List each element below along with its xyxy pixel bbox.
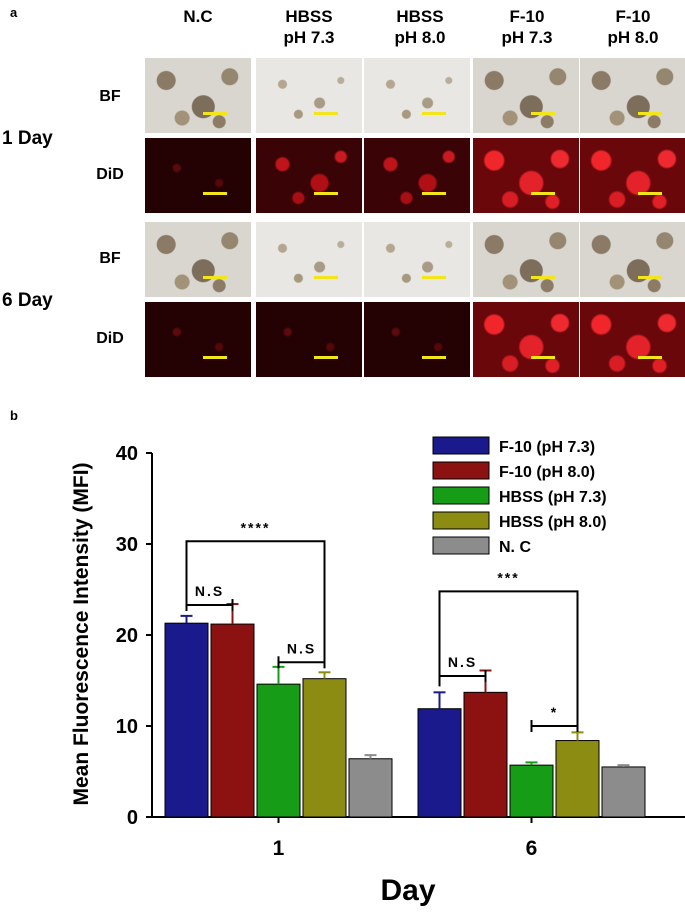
bar [256, 683, 301, 818]
y-axis-label: Mean Fluorescence Intensity (MFI) [70, 462, 93, 805]
panel-b-letter: b [10, 408, 18, 423]
significance-bracket [438, 590, 579, 727]
significance-label: * [551, 704, 558, 720]
micrograph-bf-day1-hbss80 [364, 58, 470, 133]
significance-bracket [185, 540, 326, 667]
micrograph-bf-day6-hbss73 [256, 222, 362, 297]
channel-label-did-day1: DiD [96, 166, 124, 183]
micrograph-bf-day1-f1073 [473, 58, 579, 133]
row-label-day-6: 6 Day [2, 290, 53, 311]
legend-entry: F-10 (pH 7.3) [499, 439, 595, 456]
micrograph-did-day6-hbss73 [256, 302, 362, 377]
legend-swatch [432, 486, 490, 505]
micrograph-did-day1-f1073 [473, 138, 579, 213]
x-tick-label: 1 [273, 837, 285, 860]
micrograph-bf-day1-nc [145, 58, 251, 133]
micrograph-bf-day6-f1073 [473, 222, 579, 297]
column-header-hbss-73: HBSS pH 7.3 [283, 7, 335, 47]
bar [509, 764, 554, 818]
micrograph-did-day1-hbss73 [256, 138, 362, 213]
micrograph-did-day1-nc [145, 138, 251, 213]
row-label-day-1: 1 Day [2, 128, 53, 149]
y-tick-label: 30 [116, 534, 138, 556]
bar [302, 678, 347, 818]
significance-label: *** [497, 569, 519, 585]
legend-swatch [432, 436, 490, 455]
bar [210, 623, 255, 818]
micrograph-bf-day6-nc [145, 222, 251, 297]
micrograph-bf-day1-hbss73 [256, 58, 362, 133]
legend-swatch [432, 536, 490, 555]
bar [601, 766, 646, 818]
legend-swatch [432, 511, 490, 530]
x-axis-label: Day [380, 874, 435, 907]
micrograph-did-day6-f1073 [473, 302, 579, 377]
legend-entry: HBSS (pH 8.0) [499, 514, 607, 531]
significance-label: N.S [195, 583, 224, 599]
legend-entry: HBSS (pH 7.3) [499, 489, 607, 506]
y-tick-label: 40 [116, 443, 138, 465]
channel-label-bf-day6: BF [99, 250, 121, 267]
micrograph-did-day1-f1080 [580, 138, 685, 213]
channel-label-did-day6: DiD [96, 330, 124, 347]
column-header-f10-80: F-10 pH 8.0 [607, 7, 659, 47]
panel-a-letter: a [10, 5, 18, 20]
column-header-nc: N.C [183, 7, 213, 26]
bar [164, 622, 209, 818]
micrograph-bf-day1-f1080 [580, 58, 685, 133]
bar [348, 758, 393, 818]
x-tick-label: 6 [526, 837, 538, 860]
micrograph-did-day6-f1080 [580, 302, 685, 377]
column-header-f10-73: F-10 pH 7.3 [501, 7, 553, 47]
legend-swatch [432, 461, 490, 480]
micrograph-bf-day6-hbss80 [364, 222, 470, 297]
y-tick-label: 20 [116, 625, 138, 647]
bar [417, 708, 462, 818]
micrograph-did-day6-hbss80 [364, 302, 470, 377]
significance-label: N.S [287, 640, 316, 656]
y-tick-label: 0 [127, 807, 138, 829]
significance-label: **** [241, 519, 271, 535]
micrograph-did-day6-nc [145, 302, 251, 377]
bar [463, 691, 508, 818]
y-tick-label: 10 [116, 716, 138, 738]
micrograph-did-day1-hbss80 [364, 138, 470, 213]
bar [555, 740, 600, 818]
column-header-hbss-80: HBSS pH 8.0 [394, 7, 446, 47]
significance-label: N.S [448, 654, 477, 670]
legend-entry: F-10 (pH 8.0) [499, 464, 595, 481]
channel-label-bf-day1: BF [99, 88, 121, 105]
micrograph-bf-day6-f1080 [580, 222, 685, 297]
legend-entry: N. C [499, 539, 531, 556]
